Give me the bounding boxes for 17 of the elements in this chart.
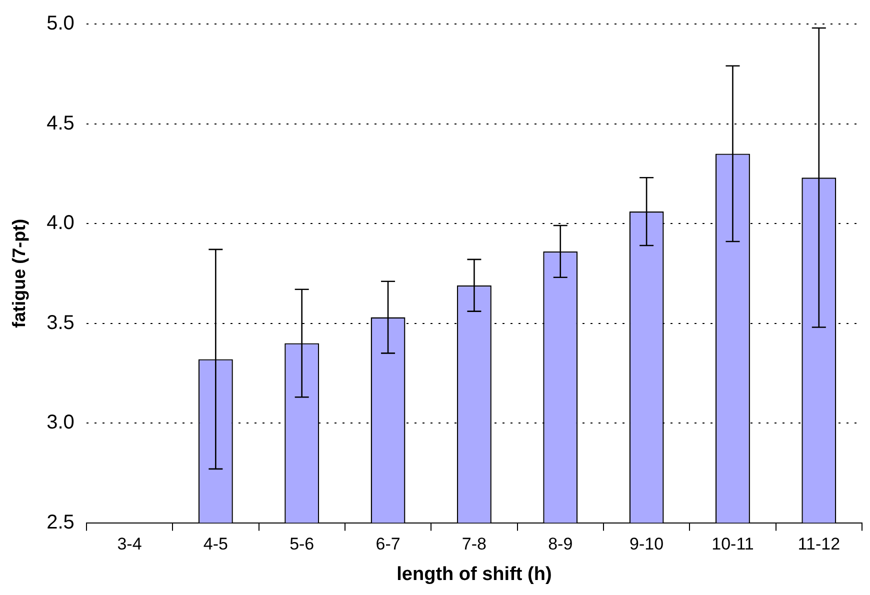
y-tick-label: 5.0	[46, 12, 74, 35]
x-tick-label: 9-10	[630, 534, 664, 554]
y-tick-label: 4.5	[46, 112, 74, 134]
x-axis-title: length of shift (h)	[396, 564, 552, 585]
x-tick-label: 4-5	[203, 534, 228, 554]
x-tick-label: 10-11	[712, 534, 754, 554]
x-tick-label: 6-7	[376, 534, 400, 554]
x-tick-label: 5-6	[290, 534, 314, 554]
x-tick-label: 3-4	[117, 534, 142, 554]
y-tick-label: 4.0	[46, 212, 74, 234]
y-tick-label: 3.5	[46, 312, 74, 334]
y-tick-label: 2.5	[46, 511, 74, 534]
y-axis-title: fatigue (7-pt)	[8, 218, 29, 328]
x-tick-label: 7-8	[462, 534, 486, 554]
y-tick-label: 3.0	[46, 412, 74, 434]
x-tick-label: 11-12	[798, 534, 840, 554]
x-tick-label: 8-9	[548, 534, 573, 554]
